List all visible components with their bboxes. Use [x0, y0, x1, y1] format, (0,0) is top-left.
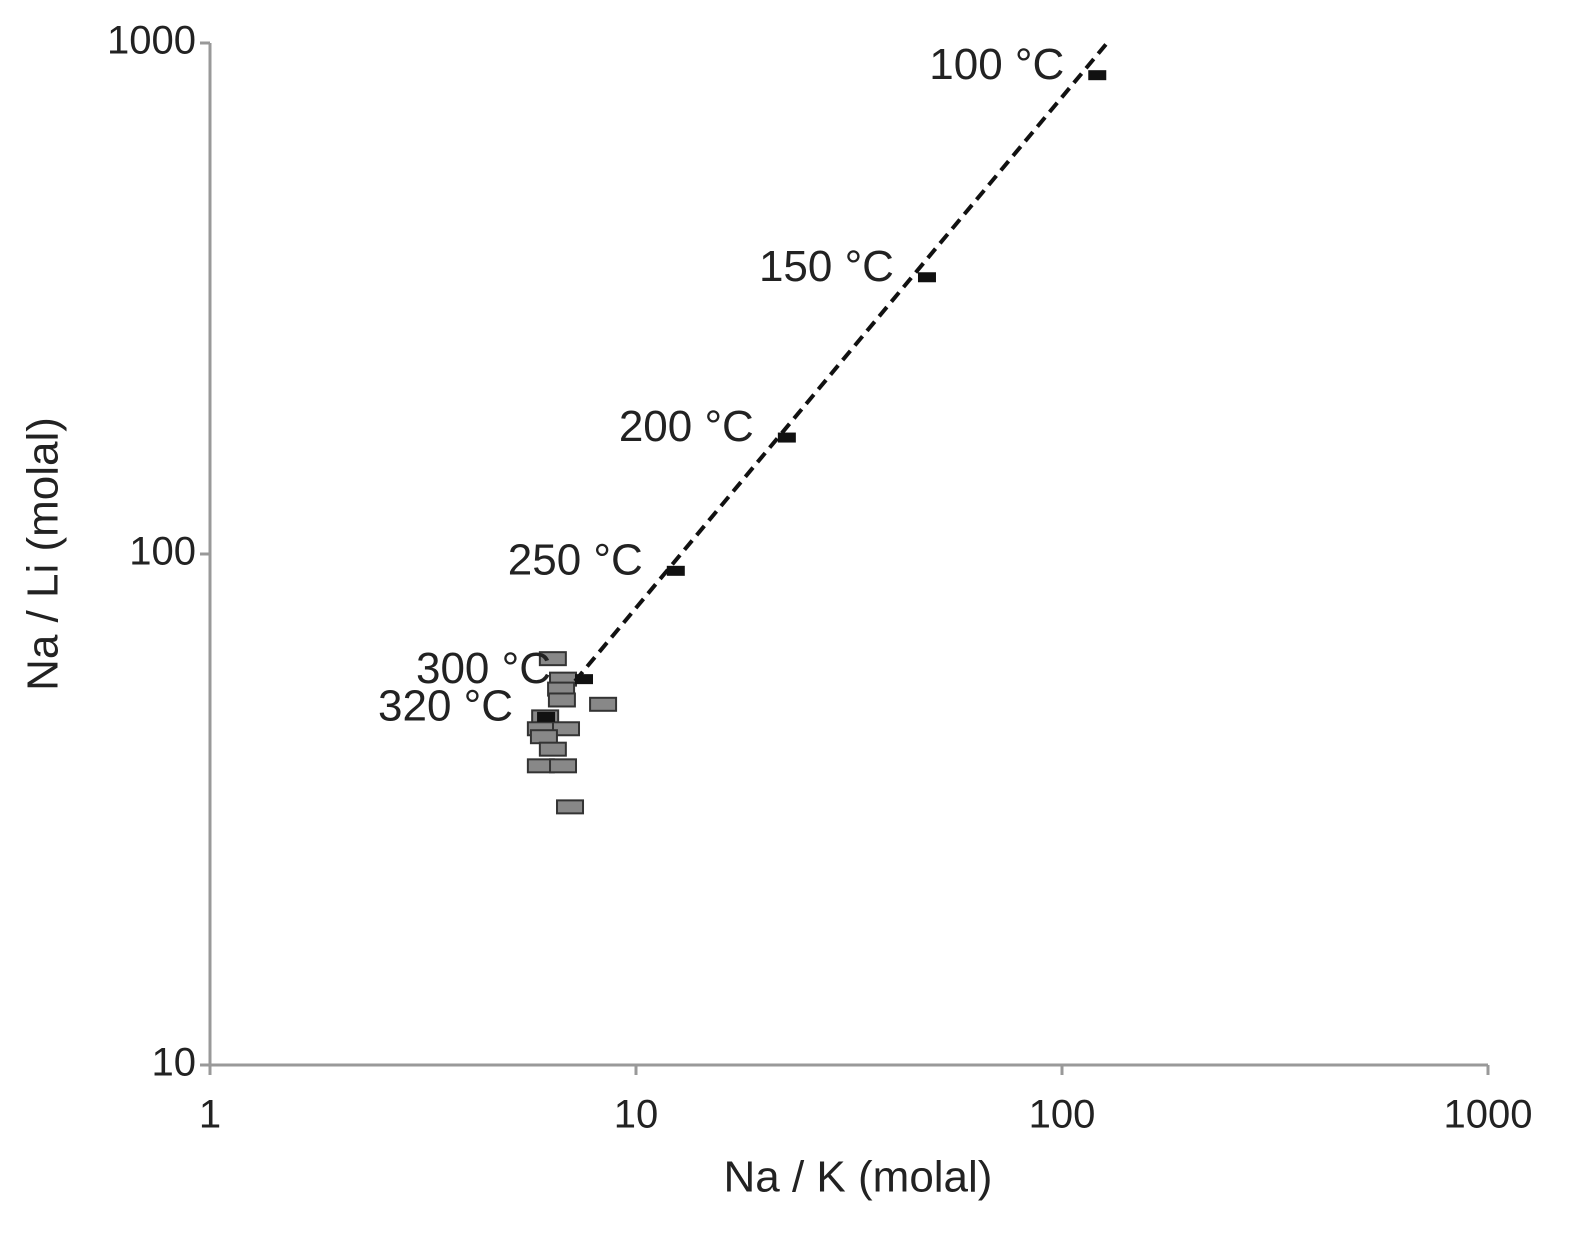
marker — [556, 799, 585, 815]
marker — [575, 674, 594, 685]
point-label: 100 °C — [929, 40, 1064, 89]
marker — [1088, 70, 1107, 81]
point-label: 150 °C — [759, 242, 894, 291]
marker — [589, 696, 618, 712]
y-tick-label: 100 — [129, 530, 196, 574]
x-tick-label: 10 — [614, 1093, 659, 1137]
marker — [777, 432, 796, 443]
marker — [529, 729, 558, 745]
y-tick-label: 1000 — [107, 19, 196, 63]
marker — [666, 565, 685, 576]
x-tick-label: 100 — [1029, 1093, 1096, 1137]
marker — [538, 651, 567, 667]
x-tick-label: 1000 — [1444, 1093, 1533, 1137]
point-label: 250 °C — [508, 535, 643, 584]
trend-line — [573, 41, 1109, 683]
x-tick-label: 1 — [199, 1093, 221, 1137]
marker — [549, 758, 578, 774]
x-axis-label: Na / K (molal) — [724, 1153, 993, 1202]
y-axis-label: Na / Li (molal) — [19, 417, 68, 691]
marker — [538, 741, 567, 757]
point-label: 320 °C — [378, 682, 513, 731]
marker — [552, 721, 581, 737]
marker — [917, 272, 936, 283]
point-label: 200 °C — [619, 402, 754, 451]
marker — [537, 711, 556, 722]
marker — [547, 692, 576, 708]
y-tick-label: 10 — [152, 1041, 197, 1085]
point-label: 300 °C — [416, 644, 551, 693]
